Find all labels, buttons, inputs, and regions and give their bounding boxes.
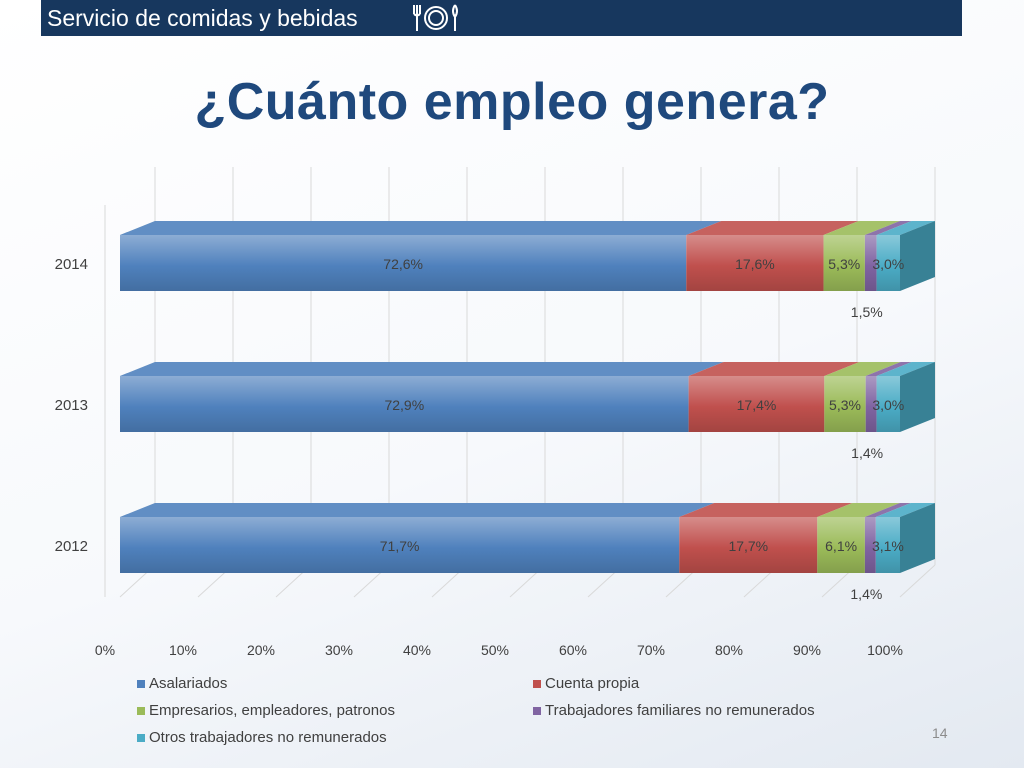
data-label: 6,1% [825, 538, 857, 554]
bar-segment [864, 235, 877, 291]
bar-top [120, 221, 722, 235]
bar-top [120, 503, 715, 517]
bar-segment [865, 376, 877, 432]
bar-segment [817, 517, 865, 573]
category-label: 2014 [55, 256, 88, 273]
data-label: 1,5% [851, 304, 883, 320]
data-label: 1,4% [851, 445, 883, 461]
header-bar: Servicio de comidas y bebidas [41, 0, 962, 36]
bar-top [875, 503, 935, 517]
bar-top [876, 221, 935, 235]
x-tick-label: 10% [169, 642, 197, 658]
bar-top [876, 362, 935, 376]
bar-top [824, 362, 901, 376]
x-tick-label: 70% [637, 642, 665, 658]
legend-swatch [137, 679, 145, 688]
bar-segment [864, 517, 876, 573]
legend-item: Cuenta propia [533, 675, 639, 692]
legend-swatch [137, 706, 145, 715]
dining-icon [411, 3, 463, 38]
bar-segment [120, 376, 689, 432]
legend-swatch [137, 733, 145, 742]
header-title: Servicio de comidas y bebidas [47, 5, 358, 31]
bar-top [686, 221, 859, 235]
bar-segment [120, 517, 680, 573]
data-label: 72,6% [383, 256, 423, 272]
bar-segment [120, 235, 687, 291]
x-tick-label: 50% [481, 642, 509, 658]
x-tick-label: 20% [247, 642, 275, 658]
bar-end-cap [900, 221, 935, 291]
gridline-floor [899, 564, 936, 598]
data-label: 1,4% [850, 586, 882, 602]
legend-label: Cuenta propia [545, 675, 640, 692]
bar-top [823, 221, 900, 235]
x-tick-label: 30% [325, 642, 353, 658]
legend-label: Empresarios, empleadores, patronos [149, 702, 395, 719]
page-number: 14 [932, 725, 948, 741]
chart-data-labels: 72,6% 17,6% 5,3% 1,5% 3,0% 72,9% 17,4% 5,3% 1,4%… [380, 256, 904, 602]
bar-top [120, 362, 724, 376]
bar-segment [823, 235, 865, 291]
bar-segment [824, 376, 866, 432]
legend-item: Otros trabajadores no remunerados [137, 729, 387, 746]
x-tick-label: 100% [867, 642, 903, 658]
category-label: 2013 [55, 397, 88, 414]
x-tick-label: 0% [95, 642, 115, 658]
bar-segment [688, 376, 825, 432]
bar-end-cap [900, 503, 935, 573]
data-label: 5,3% [828, 256, 860, 272]
data-label: 17,6% [735, 256, 775, 272]
x-axis-tick-labels: 0% 10% 20% 30% 40% 50% 60% 70% 80% 90% 100% [95, 642, 903, 658]
bar-top [865, 362, 912, 376]
bar-top [864, 503, 911, 517]
bar-segment [875, 517, 900, 573]
bar-segment [686, 235, 824, 291]
data-label: 72,9% [384, 397, 424, 413]
bar-segment [679, 517, 818, 573]
legend-item: Empresarios, empleadores, patronos [137, 702, 395, 719]
data-label: 3,1% [872, 538, 904, 554]
data-label: 3,0% [872, 256, 904, 272]
legend-label: Asalariados [149, 675, 228, 692]
legend-swatch [533, 706, 541, 715]
chart-bars [120, 221, 935, 573]
category-label: 2012 [55, 538, 88, 555]
data-label: 17,7% [728, 538, 768, 554]
data-label: 17,4% [737, 397, 777, 413]
bar-top [688, 362, 860, 376]
x-tick-label: 80% [715, 642, 743, 658]
data-label: 71,7% [380, 538, 420, 554]
bar-segment [876, 235, 900, 291]
bar-top [864, 221, 912, 235]
legend-item: Asalariados [137, 675, 227, 692]
x-tick-label: 60% [559, 642, 587, 658]
bar-segment [876, 376, 900, 432]
x-tick-label: 90% [793, 642, 821, 658]
legend-item: Trabajadores familiares no remunerados [533, 702, 815, 719]
data-label: 3,0% [872, 397, 904, 413]
data-label: 5,3% [829, 397, 861, 413]
bar-end-cap [900, 362, 935, 432]
bar-top [817, 503, 900, 517]
bar-top [679, 503, 853, 517]
page-title: ¿Cuánto empleo genera? [194, 73, 830, 131]
legend-swatch [533, 679, 541, 688]
legend-label: Otros trabajadores no remunerados [149, 729, 387, 746]
x-tick-label: 40% [403, 642, 431, 658]
category-axis-labels: 2014 2013 2012 [55, 256, 88, 555]
legend-label: Trabajadores familiares no remunerados [545, 702, 815, 719]
